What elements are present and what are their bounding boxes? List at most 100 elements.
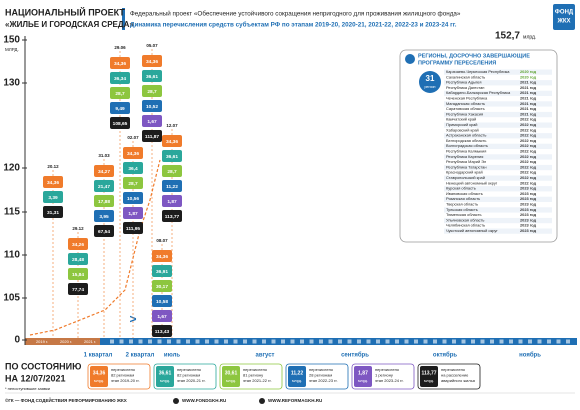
y-tick-label: 130: [3, 78, 20, 89]
day-square: [404, 339, 409, 344]
stage-value: 113,43: [155, 329, 170, 335]
stage-box: [123, 222, 143, 234]
regions-badge: [419, 71, 441, 93]
stage-box: [162, 180, 182, 192]
region-name: Камчатский край: [446, 117, 476, 122]
stage-value: 34,26: [72, 242, 84, 248]
stage-value: 9,49: [115, 106, 125, 112]
region-name: Приморский край: [446, 122, 477, 127]
legend-text: этап 2020-21 гг.: [177, 378, 206, 383]
stage-box: [162, 210, 182, 222]
region-name: Сахалинская область: [446, 74, 485, 79]
day-square: [148, 339, 152, 344]
region-name: Кабардино-Балкарская Республика: [446, 90, 511, 95]
stage-box: [110, 87, 130, 99]
legend-text: аварийного жилья: [441, 378, 475, 383]
region-name: Волгоградская область: [446, 143, 488, 148]
stage-box: [68, 253, 88, 265]
region-year: 2022 год: [520, 138, 537, 143]
day-square: [252, 339, 257, 344]
legend-text: 82 регионам: [111, 373, 134, 378]
footer-site: WWW.FONDGKH.RU: [182, 398, 226, 403]
stage-box: [152, 310, 172, 322]
stack-date: 02.07: [127, 135, 139, 140]
legend-frame: [351, 363, 415, 390]
project: НАЦИОНАЛЬНЫЙ ПРОЕКТ: [5, 6, 125, 17]
stage-value: 3,39: [48, 195, 58, 201]
stage-box: [142, 55, 162, 67]
stage-box: [94, 225, 114, 237]
status: ПО СОСТОЯНИЮ: [5, 361, 81, 371]
stage-box: [152, 295, 172, 307]
region-name: Тульская область: [446, 207, 478, 212]
year-label: 2020 г.: [60, 339, 72, 344]
day-square: [167, 339, 171, 344]
region-name: Республика Хакасия: [446, 111, 483, 116]
stage-value: 36,61: [146, 74, 158, 80]
day-square: [376, 339, 380, 344]
region-name: Астраханская область: [446, 133, 486, 138]
month-label: август: [256, 353, 275, 359]
legend-frame: [417, 363, 481, 390]
legend-text: этап 2023-24 гг.: [375, 378, 404, 383]
region-year: 2021 год: [520, 80, 537, 85]
regions-icon: [405, 54, 415, 64]
region-year: 2020 год: [520, 74, 537, 79]
y-tick-label: 150: [3, 35, 20, 46]
day-square: [461, 339, 466, 344]
stage-box: [152, 280, 172, 292]
legend-frame: [153, 363, 217, 390]
month-label: июль: [164, 353, 180, 359]
region-row: [444, 186, 552, 192]
region-year: 2021 год: [520, 106, 537, 111]
stage-box: [68, 268, 88, 280]
year-label: 2019 г.: [36, 339, 48, 344]
legend-text: 1 региону: [375, 373, 393, 378]
logo-bottom: ЖКХ: [556, 19, 570, 25]
legend-text: этап 2022-23 гг.: [309, 378, 338, 383]
day-square: [423, 339, 428, 344]
stage-box: [110, 117, 130, 129]
legend-value: 34,36: [93, 370, 106, 376]
stage-box: [110, 72, 130, 84]
legend-unit: млрд.: [94, 379, 104, 383]
region-year: 2021 год: [520, 90, 537, 95]
day-square: [566, 339, 570, 344]
stage-box: [123, 162, 143, 174]
region-row: [444, 175, 552, 181]
stage-value: 36,91: [156, 269, 168, 275]
stage-box: [43, 206, 63, 218]
region-year: 2022 год: [520, 159, 537, 164]
day-square: [243, 339, 247, 344]
day-square: [433, 339, 437, 344]
stage-box: [94, 210, 114, 222]
stage-value: 36,61: [166, 154, 178, 160]
progress-line: [29, 159, 161, 336]
day-square: [366, 339, 371, 344]
region-name: Ульяновская область: [446, 217, 484, 222]
stage-value: 1,87: [167, 199, 177, 205]
region-year: 2023 год: [520, 228, 537, 233]
day-square: [119, 339, 124, 344]
legend-value: 1,87: [358, 370, 368, 376]
footer-dot: [173, 398, 179, 404]
legend-value: 36,61: [159, 370, 172, 376]
region-year: 2022 год: [520, 164, 537, 169]
stage-value: 1,87: [128, 211, 138, 217]
region-year: 2022 год: [520, 133, 537, 138]
region-row: [444, 217, 552, 224]
day-square: [309, 339, 314, 344]
legend-text: перечислено: [375, 367, 400, 372]
region-year: 2022 год: [520, 149, 537, 154]
day-square: [442, 339, 447, 344]
day-square: [271, 339, 276, 344]
stage-box: [152, 325, 172, 337]
day-square: [414, 339, 418, 344]
day-square: [452, 339, 456, 344]
federal-project: Федеральный проект «Обеспечение устойчив…: [130, 10, 461, 18]
stage-box: [142, 115, 162, 127]
stack-date: 05.07: [146, 43, 158, 48]
stage-box: [123, 177, 143, 189]
region-row: [444, 80, 552, 86]
logo-top: ФОНД: [555, 10, 574, 16]
